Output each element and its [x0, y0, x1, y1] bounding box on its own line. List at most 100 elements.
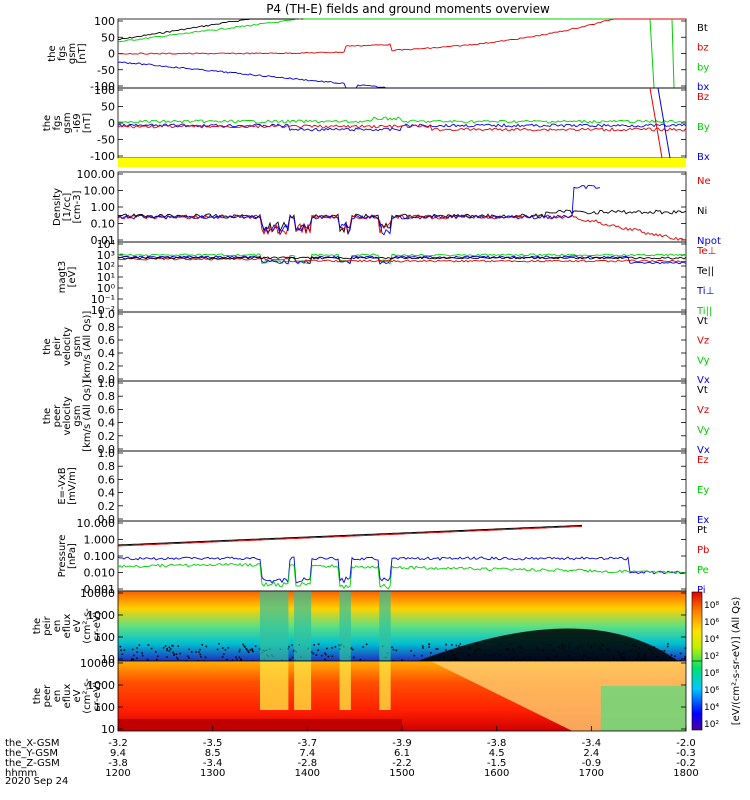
peirspec-noise-pixel: [162, 647, 165, 649]
temp-legend-3: Ti||: [696, 306, 712, 317]
peirspec-noise-pixel: [663, 650, 666, 652]
peerv-legend-3: Vx: [697, 445, 710, 456]
xaxis-row-label: the_Z-GSM: [5, 758, 60, 769]
peerspec-ylabel: (cm²-s-: [82, 678, 93, 714]
peirspec-noise-pixel: [636, 658, 638, 660]
peirspec-noise-pixel: [475, 649, 477, 652]
peirspec-noise-pixel: [176, 656, 178, 659]
peirv-tick-label: 0.0: [98, 373, 116, 386]
peirspec-noise-pixel: [200, 656, 202, 658]
density-frame: [117, 171, 687, 243]
xaxis-value: 8.5: [205, 748, 221, 759]
peirspec-noise-pixel: [587, 657, 590, 659]
peerv-legend-2: Vy: [697, 425, 710, 436]
colorbar-tick-top: 10⁸: [704, 601, 719, 611]
peirspec-noise-pixel: [391, 646, 393, 649]
panel-peirspec: 10000 1000 100 10 the peir en eflux eV (cm²-s-sr-…: [32, 587, 687, 666]
xaxis-value: -3.5: [203, 738, 223, 749]
pressure-ylabel: Pressure: [57, 535, 68, 578]
peirspec-noise-pixel: [451, 644, 453, 646]
peirspec-noise-pixel: [172, 651, 174, 654]
peirspec-noise-pixel: [177, 645, 179, 647]
peirspec-noise-pixel: [622, 652, 625, 654]
peerspec-dip-3: [379, 661, 391, 710]
peirspec-noise-pixel: [136, 647, 138, 649]
density-legend-1: Ni: [697, 206, 707, 217]
peirspec-noise-pixel: [359, 658, 362, 661]
fgs2-legend-1: By: [697, 122, 710, 133]
xaxis-value: 2.4: [583, 748, 599, 759]
efield-ylabel: E=-VxB: [57, 467, 68, 504]
peirspec-noise-pixel: [428, 643, 430, 646]
peirspec-noise-pixel: [489, 655, 491, 657]
peirspec-noise-pixel: [455, 644, 458, 647]
temp-tick-label: 10⁻¹: [91, 293, 115, 306]
fgs1-tick-label: -50: [97, 64, 115, 77]
peirspec-noise-pixel: [484, 654, 486, 656]
peirspec-noise-pixel: [146, 658, 149, 661]
peirspec-noise-pixel: [205, 645, 208, 648]
density-legend-2: Npot: [697, 236, 721, 247]
peirspec-noise-pixel: [590, 645, 592, 647]
peirv-tick-label: 0.2: [98, 360, 116, 373]
temp-legend-0: Te⊥: [696, 246, 716, 257]
peirspec-noise-pixel: [653, 646, 655, 648]
temp-legend-1: Te||: [696, 266, 714, 277]
temp-tick-label: 10⁴: [97, 238, 116, 251]
peirv-ylabel: gsm: [72, 336, 83, 357]
peirspec-noise-pixel: [247, 650, 249, 652]
peirspec-noise-pixel: [327, 655, 330, 658]
peerspec-ylabel: the: [32, 688, 43, 704]
peerspec-dip-0: [260, 661, 289, 710]
peirspec-noise-pixel: [650, 649, 652, 651]
peirspec-noise-pixel: [291, 656, 294, 659]
peirspec-noise-pixel: [553, 649, 555, 651]
peirspec-noise-pixel: [292, 650, 295, 652]
peirspec-noise-pixel: [141, 654, 144, 657]
peirspec-noise-pixel: [445, 649, 447, 651]
fgs1-tick-label: 0: [108, 48, 115, 61]
peirspec-noise-pixel: [594, 643, 596, 645]
xaxis-value: -3.4: [203, 758, 223, 769]
peirspec-noise-pixel: [623, 659, 625, 661]
peerv-ylabel: the: [42, 408, 53, 424]
efield-tick-label: 0.6: [98, 473, 116, 486]
peirspec-noise-pixel: [190, 651, 193, 653]
peirspec-noise-pixel: [639, 658, 642, 661]
xaxis-value: -2.8: [298, 758, 318, 769]
peirspec-noise-pixel: [561, 647, 564, 649]
peirspec-noise-pixel: [157, 655, 159, 658]
xaxis-value: -3.9: [392, 738, 412, 749]
density-legend-0: Ne: [697, 176, 711, 187]
peirspec-noise-pixel: [244, 646, 246, 648]
peirspec-noise-pixel: [240, 659, 242, 661]
xaxis-date: 2020 Sep 24: [5, 776, 68, 787]
xaxis-value: 9.4: [110, 748, 126, 759]
peirspec-noise-pixel: [249, 649, 251, 651]
peirspec-noise-pixel: [401, 659, 403, 661]
peirspec-noise-pixel: [519, 658, 521, 661]
peirspec-noise-pixel: [452, 654, 454, 657]
fgs1-by-line: [117, 18, 686, 43]
peirspec-noise-pixel: [630, 650, 633, 652]
peirspec-noise-pixel: [642, 658, 644, 661]
peirspec-noise-pixel: [132, 658, 135, 661]
peirspec-noise-pixel: [173, 653, 175, 655]
xaxis-value: -1.5: [487, 758, 507, 769]
peirspec-tick-label: 10: [101, 653, 115, 666]
peirspec-noise-pixel: [177, 658, 179, 660]
fgs2-legend-0: Bz: [697, 92, 709, 103]
pressure-legend-3: Pi: [697, 585, 706, 596]
peirspec-noise-pixel: [449, 659, 452, 661]
xaxis-value: -3.8: [108, 758, 128, 769]
peirv-legend-2: Vy: [697, 355, 710, 366]
temp-frame: [117, 241, 687, 313]
peerspec-ylabel: sr-eV): [92, 681, 103, 710]
peirspec-noise-pixel: [410, 650, 412, 652]
peirspec-noise-pixel: [643, 659, 645, 661]
peirspec-noise-pixel: [171, 644, 173, 647]
xaxis-value: -3.4: [582, 738, 602, 749]
panel-peerv: 1.00.80.60.40.20.0 the peer velocity gsm [km/…: [42, 377, 710, 456]
density-ylabel: [1/cc]: [62, 193, 73, 222]
